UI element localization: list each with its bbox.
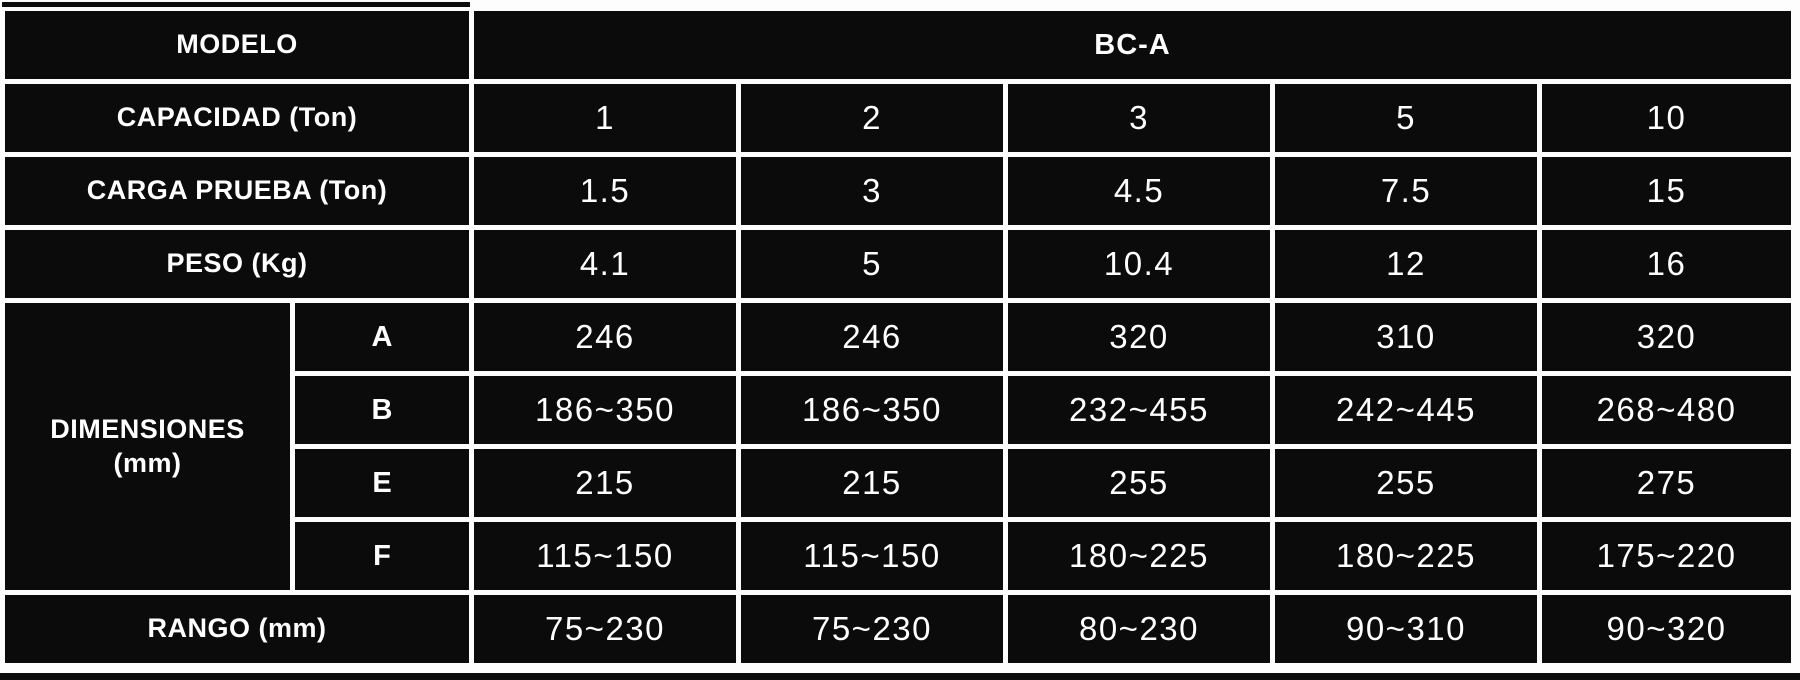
capacidad-value-cell: 2 (741, 84, 1003, 152)
rango-label: RANGO (mm) (5, 595, 469, 663)
carga-prueba-value-cell: 3 (741, 157, 1003, 225)
dimension-e-value-cell: 275 (1542, 449, 1792, 517)
dimension-f-value-cell: 180~225 (1275, 522, 1537, 590)
modelo-label: MODELO (5, 11, 469, 79)
dimension-b-value-cell: 268~480 (1542, 376, 1792, 444)
dimension-row-e: E 215 215 255 255 275 (5, 449, 1792, 517)
dimension-key-e: E (295, 449, 469, 517)
dimension-key-b: B (295, 376, 469, 444)
dimension-key-f: F (295, 522, 469, 590)
dimension-b-value-cell: 242~445 (1275, 376, 1537, 444)
dimension-b-value-cell: 186~350 (741, 376, 1003, 444)
capacidad-row: CAPACIDAD (Ton) 1 2 3 5 10 (5, 84, 1792, 152)
dimension-row-b: B 186~350 186~350 232~455 242~445 268~48… (5, 376, 1792, 444)
rango-value-cell: 75~230 (474, 595, 736, 663)
spec-table: MODELO BC-A CAPACIDAD (Ton) 1 2 3 5 10 C… (0, 6, 1796, 668)
model-name: BC-A (474, 11, 1792, 79)
carga-prueba-value-cell: 4.5 (1008, 157, 1270, 225)
capacidad-label: CAPACIDAD (Ton) (5, 84, 469, 152)
carga-prueba-label: CARGA PRUEBA (Ton) (5, 157, 469, 225)
peso-value-cell: 16 (1542, 230, 1792, 298)
dimension-a-value-cell: 320 (1542, 303, 1792, 371)
carga-prueba-value-cell: 7.5 (1275, 157, 1537, 225)
dimension-e-value-cell: 215 (474, 449, 736, 517)
dimension-a-value-cell: 320 (1008, 303, 1270, 371)
capacidad-value-cell: 10 (1542, 84, 1792, 152)
dimension-b-value-cell: 232~455 (1008, 376, 1270, 444)
table-bottom-border (0, 673, 1800, 680)
peso-row: PESO (Kg) 4.1 5 10.4 12 16 (5, 230, 1792, 298)
dimension-e-value-cell: 255 (1275, 449, 1537, 517)
capacidad-value-cell: 5 (1275, 84, 1537, 152)
dimension-row-f: F 115~150 115~150 180~225 180~225 175~22… (5, 522, 1792, 590)
capacidad-value-cell: 1 (474, 84, 736, 152)
modelo-row: MODELO BC-A (5, 11, 1792, 79)
dimension-f-value-cell: 180~225 (1008, 522, 1270, 590)
table-top-border (2, 2, 470, 7)
rango-value-cell: 80~230 (1008, 595, 1270, 663)
carga-prueba-value-cell: 15 (1542, 157, 1792, 225)
dimension-f-value-cell: 115~150 (474, 522, 736, 590)
carga-prueba-value-cell: 1.5 (474, 157, 736, 225)
dimension-e-value-cell: 215 (741, 449, 1003, 517)
carga-prueba-row: CARGA PRUEBA (Ton) 1.5 3 4.5 7.5 15 (5, 157, 1792, 225)
dimension-a-value-cell: 310 (1275, 303, 1537, 371)
peso-value-cell: 10.4 (1008, 230, 1270, 298)
rango-value-cell: 75~230 (741, 595, 1003, 663)
peso-value-cell: 5 (741, 230, 1003, 298)
dimensiones-label: DIMENSIONES (mm) (5, 303, 290, 590)
rango-value-cell: 90~310 (1275, 595, 1537, 663)
rango-row: RANGO (mm) 75~230 75~230 80~230 90~310 9… (5, 595, 1792, 663)
capacidad-value-cell: 3 (1008, 84, 1270, 152)
dimension-f-value-cell: 115~150 (741, 522, 1003, 590)
dimension-b-value-cell: 186~350 (474, 376, 736, 444)
peso-value-cell: 4.1 (474, 230, 736, 298)
dimension-key-a: A (295, 303, 469, 371)
dimension-row-a: DIMENSIONES (mm) A 246 246 320 310 320 (5, 303, 1792, 590)
peso-label: PESO (Kg) (5, 230, 469, 298)
peso-value-cell: 12 (1275, 230, 1537, 298)
dimension-a-value-cell: 246 (474, 303, 736, 371)
dimension-a-value-cell: 246 (741, 303, 1003, 371)
dimension-e-value-cell: 255 (1008, 449, 1270, 517)
dimension-f-value-cell: 175~220 (1542, 522, 1792, 590)
rango-value-cell: 90~320 (1542, 595, 1792, 663)
